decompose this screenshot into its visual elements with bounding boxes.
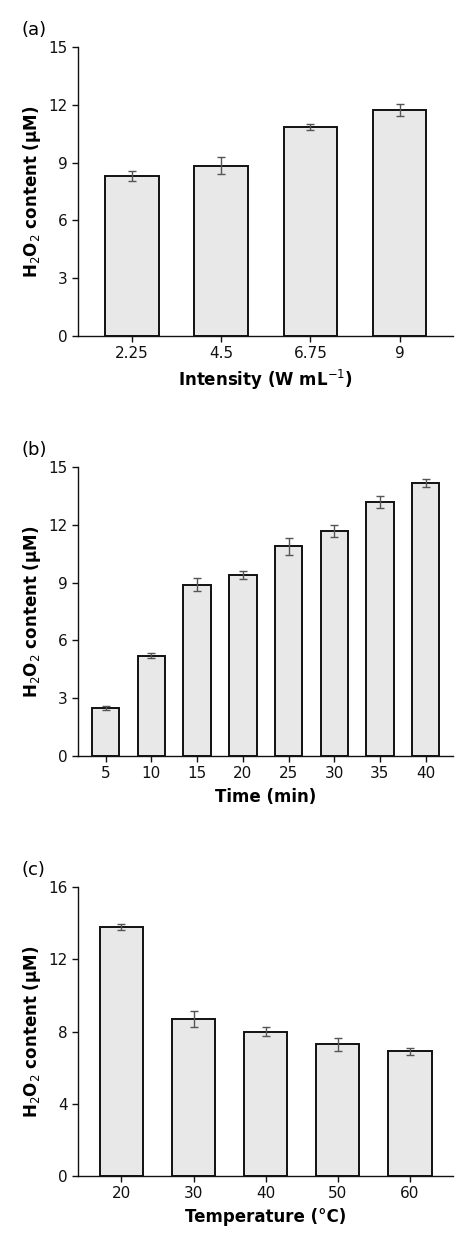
Bar xyxy=(373,110,427,335)
Bar xyxy=(229,575,256,756)
Bar xyxy=(412,483,439,756)
Bar xyxy=(316,1044,359,1176)
Text: (b): (b) xyxy=(22,440,47,459)
Bar xyxy=(388,1051,431,1176)
Bar xyxy=(275,546,302,756)
Text: (a): (a) xyxy=(22,21,47,39)
Y-axis label: H$_2$O$_2$ content (μM): H$_2$O$_2$ content (μM) xyxy=(21,105,43,278)
Bar xyxy=(183,585,211,756)
X-axis label: Intensity (W mL$^{-1}$): Intensity (W mL$^{-1}$) xyxy=(178,368,353,393)
Y-axis label: H$_2$O$_2$ content (μM): H$_2$O$_2$ content (μM) xyxy=(21,945,43,1117)
X-axis label: Temperature (°C): Temperature (°C) xyxy=(185,1208,346,1226)
Bar xyxy=(100,927,143,1176)
Bar xyxy=(92,708,119,756)
Bar xyxy=(137,656,165,756)
Bar xyxy=(172,1019,215,1176)
Bar xyxy=(244,1031,287,1176)
Bar xyxy=(105,176,158,335)
Bar xyxy=(366,503,394,756)
X-axis label: Time (min): Time (min) xyxy=(215,788,316,806)
Text: (c): (c) xyxy=(22,860,46,879)
Bar xyxy=(283,127,337,335)
Bar xyxy=(320,531,348,756)
Y-axis label: H$_2$O$_2$ content (μM): H$_2$O$_2$ content (μM) xyxy=(21,525,43,698)
Bar xyxy=(194,166,248,335)
